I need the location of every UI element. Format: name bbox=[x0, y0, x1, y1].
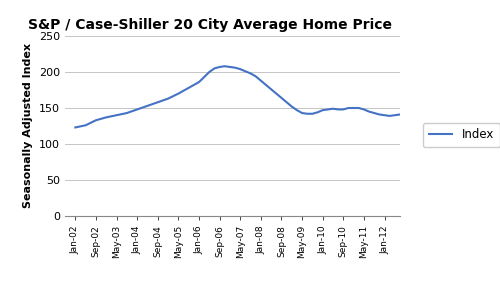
Index bbox=[310, 112, 316, 116]
Index bbox=[72, 126, 78, 129]
Legend: Index: Index bbox=[422, 123, 500, 147]
Index bbox=[346, 106, 352, 110]
Y-axis label: Seasonally Adjusted Index: Seasonally Adjusted Index bbox=[24, 44, 34, 208]
Index bbox=[402, 112, 408, 116]
Text: S&P / Case-Shiller 20 City Average Home Price: S&P / Case-Shiller 20 City Average Home … bbox=[28, 18, 392, 32]
Index bbox=[299, 111, 305, 115]
Index bbox=[206, 70, 212, 74]
Index bbox=[294, 108, 300, 112]
Index bbox=[376, 113, 382, 116]
Line: Index: Index bbox=[76, 66, 405, 128]
Index bbox=[222, 64, 228, 68]
